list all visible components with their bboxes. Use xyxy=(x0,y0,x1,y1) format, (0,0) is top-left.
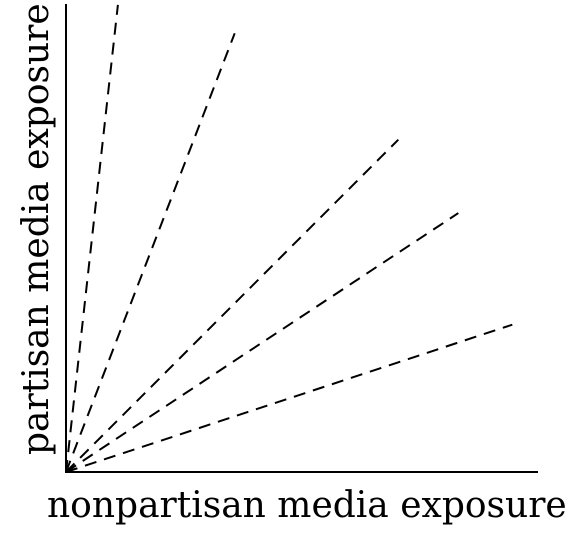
ray-4 xyxy=(65,212,459,473)
ray-5 xyxy=(65,323,513,473)
x-axis-label: nonpartisan media exposure xyxy=(47,485,567,526)
ray-2 xyxy=(65,32,236,473)
y-axis-label: partisan media exposure xyxy=(16,3,57,455)
ray-1 xyxy=(65,4,119,473)
exposure-rays xyxy=(65,4,513,473)
ray-3 xyxy=(65,138,400,473)
